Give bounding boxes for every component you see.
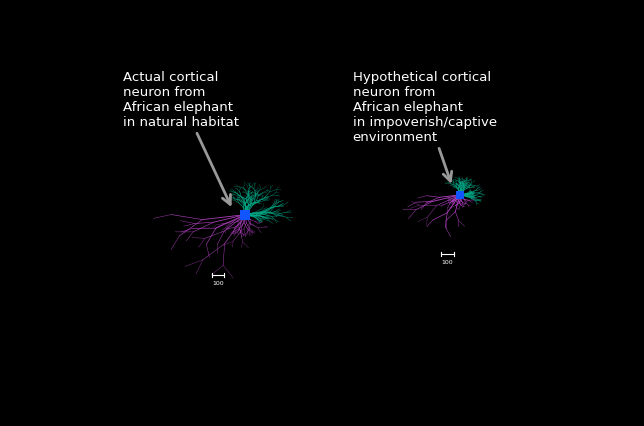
Point [455, 192, 465, 199]
Point [240, 212, 251, 219]
Text: 100: 100 [442, 259, 453, 265]
Text: Actual cortical
neuron from
African elephant
in natural habitat: Actual cortical neuron from African elep… [123, 71, 239, 205]
Text: 100: 100 [212, 281, 223, 286]
Text: Hypothetical cortical
neuron from
African elephant
in impoverish/captive
environ: Hypothetical cortical neuron from Africa… [352, 71, 497, 182]
